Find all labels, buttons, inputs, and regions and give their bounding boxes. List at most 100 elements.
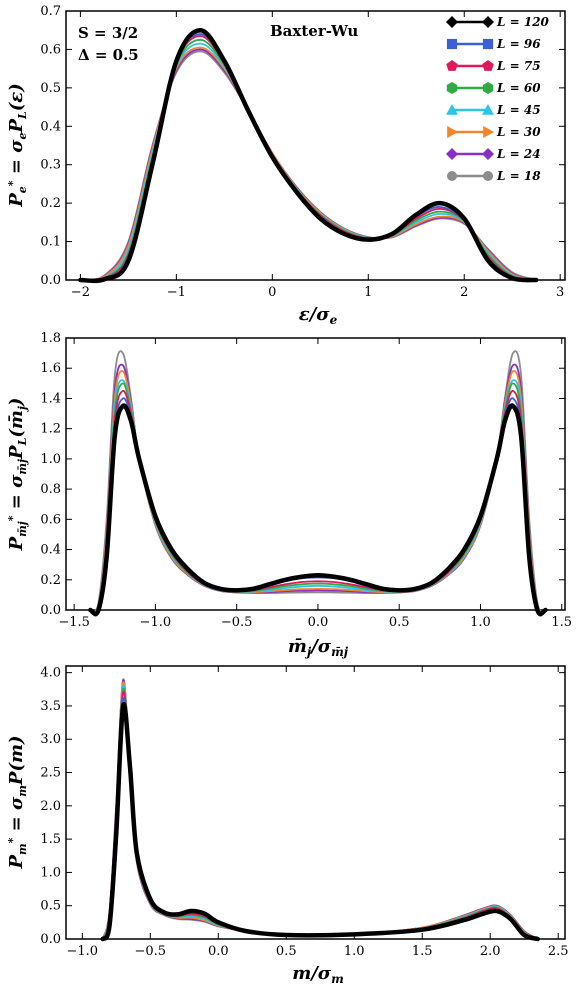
legend-marker <box>447 171 457 181</box>
plot-frame <box>65 665 566 940</box>
y-tick-label: 0.2 <box>40 573 61 588</box>
x-tick-label: 1.5 <box>412 944 433 959</box>
x-tick-label: −1.0 <box>140 615 172 630</box>
series-line-l75 <box>101 690 539 940</box>
y-tick-label: 1.4 <box>40 391 61 406</box>
model-annotation: Baxter-Wu <box>270 22 358 40</box>
staggered-magnetization-panel: −1.5 −1.0 −0.5 0.0 0.5 1.0 1.5 0.0 0.2 0.4 0.6 0.8 1… <box>6 331 572 659</box>
x-tick-label: −2 <box>71 285 90 300</box>
series-lines <box>100 678 541 942</box>
legend-label: L = 75 <box>496 59 541 73</box>
y-tick-label: 0.2 <box>40 196 61 211</box>
axis-ticks: −1.0 −0.5 0.0 0.5 1.0 1.5 2.0 2.5 0.0 0.5 1.0 1.5 2.… <box>40 666 568 959</box>
legend-marker <box>482 104 494 115</box>
x-axis-label: ε/σe <box>299 304 338 327</box>
magnetization-panel: −1.0 −0.5 0.0 0.5 1.0 1.5 2.0 2.5 0.0 0.5 1.0 1.5 2.… <box>6 665 569 986</box>
legend-label: L = 120 <box>496 15 550 29</box>
delta-annotation: Δ = 0.5 <box>78 46 139 64</box>
y-tick-label: 0.1 <box>40 235 61 250</box>
legend-label: L = 18 <box>496 169 541 183</box>
x-tick-label: 1.5 <box>551 615 572 630</box>
y-tick-label: 1.6 <box>40 361 61 376</box>
y-axis-label: Pm* = σmP(m) <box>6 735 29 869</box>
x-tick-label: 1.0 <box>344 944 365 959</box>
plot-frame <box>65 10 566 281</box>
x-tick-label: 1 <box>364 285 372 300</box>
legend-marker <box>446 60 458 71</box>
series-line-l120 <box>88 403 548 617</box>
x-tick-label: 1.0 <box>470 615 491 630</box>
x-tick-label: −1.0 <box>67 944 99 959</box>
y-tick-label: 3.0 <box>40 732 61 747</box>
x-tick-label: −0.5 <box>221 615 253 630</box>
series-lines <box>88 350 548 617</box>
plot-frame <box>65 337 566 611</box>
legend-marker <box>483 171 493 181</box>
x-tick-label: 2.5 <box>548 944 569 959</box>
y-tick-label: 0.8 <box>40 482 61 497</box>
y-tick-label: 0.6 <box>40 512 61 527</box>
legend-marker <box>446 38 458 50</box>
y-tick-label: 0.5 <box>40 899 61 914</box>
energy-distribution-panel: −2 −1 0 1 2 3 0.0 0.1 0.2 0.3 0.4 0.5 0.6 0.7 ε/σe Pe… <box>6 4 566 327</box>
legend-item: L = 45 <box>446 103 541 117</box>
x-axis-label: m/σm <box>292 963 344 986</box>
y-tick-label: 0.3 <box>40 158 61 173</box>
y-tick-label: 1.2 <box>40 422 61 437</box>
legend-label: L = 24 <box>496 147 541 161</box>
x-tick-label: 0.0 <box>308 615 329 630</box>
x-tick-label: −0.5 <box>135 944 167 959</box>
x-tick-label: 3 <box>556 285 564 300</box>
x-tick-label: 0.5 <box>389 615 410 630</box>
y-tick-label: 0.0 <box>40 932 61 947</box>
y-tick-label: 1.5 <box>40 832 61 847</box>
y-tick-label: 0.4 <box>40 119 61 134</box>
x-tick-label: −1 <box>167 285 186 300</box>
legend-marker <box>446 148 458 160</box>
legend-marker <box>482 148 494 160</box>
y-tick-label: 3.5 <box>40 699 61 714</box>
legend-marker <box>482 16 494 28</box>
x-tick-label: 0 <box>268 285 276 300</box>
axis-ticks: −2 −1 0 1 2 3 0.0 0.1 0.2 0.3 0.4 0.5 0.6 0.7 <box>40 4 565 300</box>
spin-annotation: S = 3/2 <box>78 24 138 42</box>
y-tick-label: 1.0 <box>40 452 61 467</box>
y-tick-label: 0.4 <box>40 543 61 558</box>
x-tick-label: 0.5 <box>276 944 297 959</box>
y-tick-label: 0.7 <box>40 4 61 19</box>
series-line-l120 <box>100 702 541 942</box>
y-tick-label: 2.0 <box>40 799 61 814</box>
y-tick-label: 2.5 <box>40 766 61 781</box>
axis-ticks: −1.5 −1.0 −0.5 0.0 0.5 1.0 1.5 0.0 0.2 0.4 0.6 0.8 1… <box>40 331 572 630</box>
legend-item: L = 24 <box>446 147 541 161</box>
legend-item: L = 75 <box>446 59 541 73</box>
legend-item: L = 96 <box>446 37 541 51</box>
legend-label: L = 60 <box>496 81 541 95</box>
legend-marker <box>483 126 494 138</box>
legend-label: L = 96 <box>496 37 541 51</box>
y-tick-label: 4.0 <box>40 666 61 681</box>
y-tick-label: 1.8 <box>40 331 61 346</box>
y-tick-label: 0.6 <box>40 42 61 57</box>
legend-marker <box>482 38 494 50</box>
x-tick-label: 2.0 <box>480 944 501 959</box>
y-axis-label: Pe* = σePL(ε) <box>6 83 29 207</box>
legend-marker <box>482 82 494 94</box>
x-tick-label: 0.0 <box>208 944 229 959</box>
legend-item: L = 18 <box>447 169 541 183</box>
legend-marker <box>482 60 494 71</box>
legend-item: L = 60 <box>446 81 541 95</box>
legend-item: L = 120 <box>446 15 550 29</box>
legend-label: L = 30 <box>496 125 541 139</box>
legend-label: L = 45 <box>496 103 541 117</box>
y-tick-label: 1.0 <box>40 865 61 880</box>
y-tick-label: 0.0 <box>40 603 61 618</box>
legend-marker <box>447 126 458 138</box>
x-tick-label: 2 <box>460 285 468 300</box>
series-lines <box>78 27 539 284</box>
x-tick-label: −1.5 <box>58 615 90 630</box>
legend-marker <box>446 104 458 115</box>
legend-item: L = 30 <box>447 125 541 139</box>
series-line-l120 <box>78 27 539 284</box>
legend-marker <box>446 16 458 28</box>
